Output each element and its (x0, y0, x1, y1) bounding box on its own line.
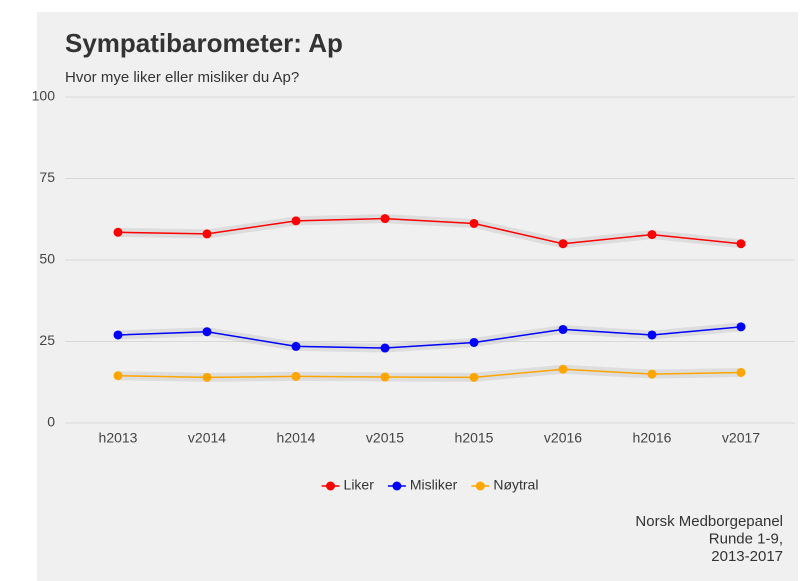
x-tick-label: v2015 (366, 430, 404, 446)
caption: Runde 1-9, (709, 530, 783, 547)
legend-label: Liker (344, 477, 375, 493)
series-line (117, 217, 742, 245)
data-point (202, 327, 212, 337)
data-point (647, 330, 657, 340)
y-tick-label: 25 (39, 332, 55, 348)
caption: Norsk Medborgepanel (635, 513, 783, 530)
legend-swatch (392, 481, 402, 491)
legend-label: Misliker (410, 477, 458, 493)
y-tick-label: 100 (32, 88, 56, 104)
x-tick-label: h2013 (99, 430, 138, 446)
data-point (113, 330, 123, 340)
data-point (736, 322, 746, 332)
data-point (380, 343, 390, 353)
data-point (380, 372, 390, 382)
series-line (117, 326, 742, 349)
data-point (202, 229, 212, 239)
data-point (469, 337, 479, 347)
y-tick-label: 50 (39, 251, 55, 267)
chart-title: Sympatibarometer: Ap (65, 28, 343, 58)
data-point (558, 364, 568, 374)
data-point (291, 216, 301, 226)
x-tick-label: v2016 (544, 430, 582, 446)
legend-swatch (326, 481, 336, 491)
x-tick-label: h2014 (277, 430, 316, 446)
data-point (469, 218, 479, 228)
y-tick-label: 0 (47, 414, 55, 430)
data-point (736, 239, 746, 249)
chart-subtitle: Hvor mye liker eller misliker du Ap? (65, 69, 299, 86)
data-point (558, 239, 568, 249)
legend-swatch (475, 481, 485, 491)
data-point (291, 371, 301, 381)
data-point (113, 371, 123, 381)
x-tick-label: v2014 (188, 430, 226, 446)
x-tick-label: v2017 (722, 430, 760, 446)
data-point (736, 367, 746, 377)
data-point (647, 369, 657, 379)
series-line (117, 368, 742, 379)
x-tick-label: h2016 (633, 430, 672, 446)
data-point (113, 227, 123, 237)
data-point (202, 372, 212, 382)
data-point (380, 214, 390, 224)
caption: 2013-2017 (711, 548, 783, 565)
data-point (469, 372, 479, 382)
x-tick-label: h2015 (455, 430, 494, 446)
background (37, 12, 798, 581)
y-tick-label: 75 (39, 169, 55, 185)
data-point (291, 341, 301, 351)
legend-label: Nøytral (493, 477, 538, 493)
data-point (647, 230, 657, 240)
data-point (558, 324, 568, 334)
